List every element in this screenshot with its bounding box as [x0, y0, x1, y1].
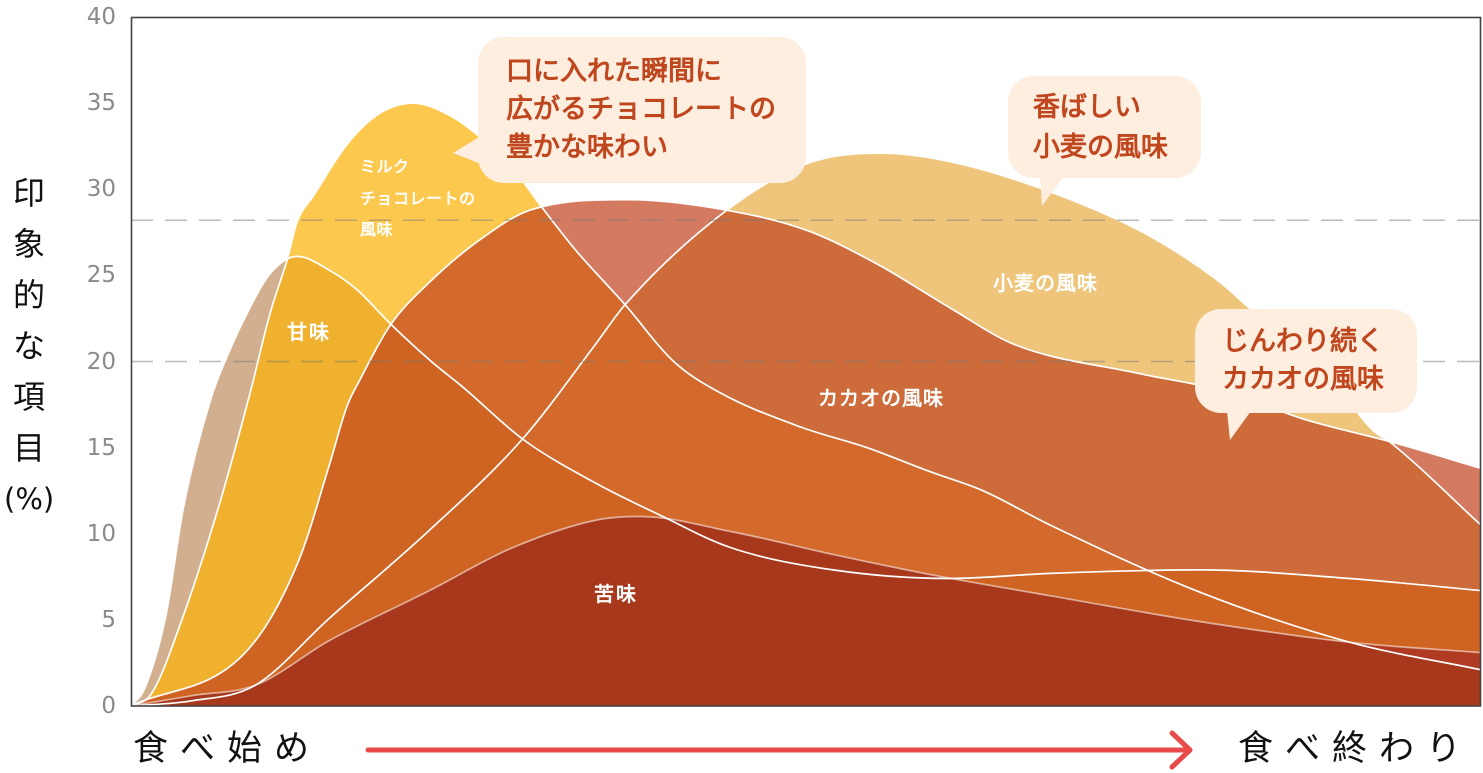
- callout-lingering-cacao: じんわり続く カカオの風味: [1195, 309, 1417, 413]
- y-tick-label: 20: [86, 348, 116, 375]
- y-axis-title: 印 象 的 な 項 目 (%): [4, 168, 54, 525]
- callout-line: 口に入れた瞬間に: [506, 56, 722, 87]
- label-line: チョコレートの: [360, 188, 476, 208]
- y-tick-label: 25: [86, 262, 116, 289]
- y-tick-label: 35: [86, 90, 116, 117]
- callout-line: じんわり続く: [1222, 326, 1384, 357]
- callout-tail-3: [1227, 411, 1251, 440]
- x-label-start: 食べ始め: [133, 729, 322, 769]
- line-sweetness: [131, 255, 1481, 706]
- overlap-bitter-milk: [131, 516, 1481, 706]
- plot-area: [131, 102, 1481, 706]
- label-sweetness: 甘味: [287, 320, 331, 344]
- callout-tail-1: [453, 136, 481, 164]
- y-axis-title-char: 目: [12, 429, 45, 467]
- callout-tail-2: [1040, 176, 1064, 206]
- label-line: ミルク: [360, 157, 410, 176]
- callout-wheat: 香ばしい 小麦の風味: [1008, 76, 1201, 178]
- time-arrow-head-icon: [1169, 730, 1193, 770]
- y-tick-label: 10: [86, 520, 116, 547]
- label-wheat-flavor: 小麦の風味: [993, 271, 1098, 295]
- y-axis-title-char: 印: [12, 174, 45, 212]
- label-line: 風味: [360, 220, 394, 239]
- y-tick-label: 0: [101, 693, 116, 719]
- x-label-end: 食べ終わり: [1238, 729, 1474, 769]
- callout-line: 香ばしい: [1033, 92, 1141, 123]
- label-cacao-flavor: カカオの風味: [818, 386, 944, 410]
- y-tick-label: 30: [86, 176, 116, 203]
- callout-line: 小麦の風味: [1033, 132, 1168, 163]
- line-bitterness: [131, 515, 1481, 706]
- y-axis-title-char: 象: [12, 225, 45, 263]
- label-bitterness: 苦味: [594, 582, 638, 606]
- plot-frame: [130, 16, 1482, 707]
- y-axis-title-char: な: [12, 327, 45, 365]
- y-tick-label: 5: [101, 606, 116, 633]
- callout-line: 広がるチョコレートの: [506, 94, 776, 125]
- label-milk-chocolate-flavor: ミルク チョコレートの 風味: [360, 151, 476, 246]
- callout-line: 豊かな味わい: [506, 132, 668, 163]
- y-tick-label: 40: [86, 4, 116, 30]
- callout-line: カカオの風味: [1222, 364, 1384, 395]
- y-axis-title-char: 項: [12, 378, 45, 416]
- y-axis-title-char: 的: [12, 276, 45, 314]
- y-axis-unit: (%): [4, 482, 55, 516]
- callout-milk-chocolate: 口に入れた瞬間に 広がるチョコレートの 豊かな味わい: [478, 37, 806, 183]
- y-tick-label: 15: [86, 434, 116, 461]
